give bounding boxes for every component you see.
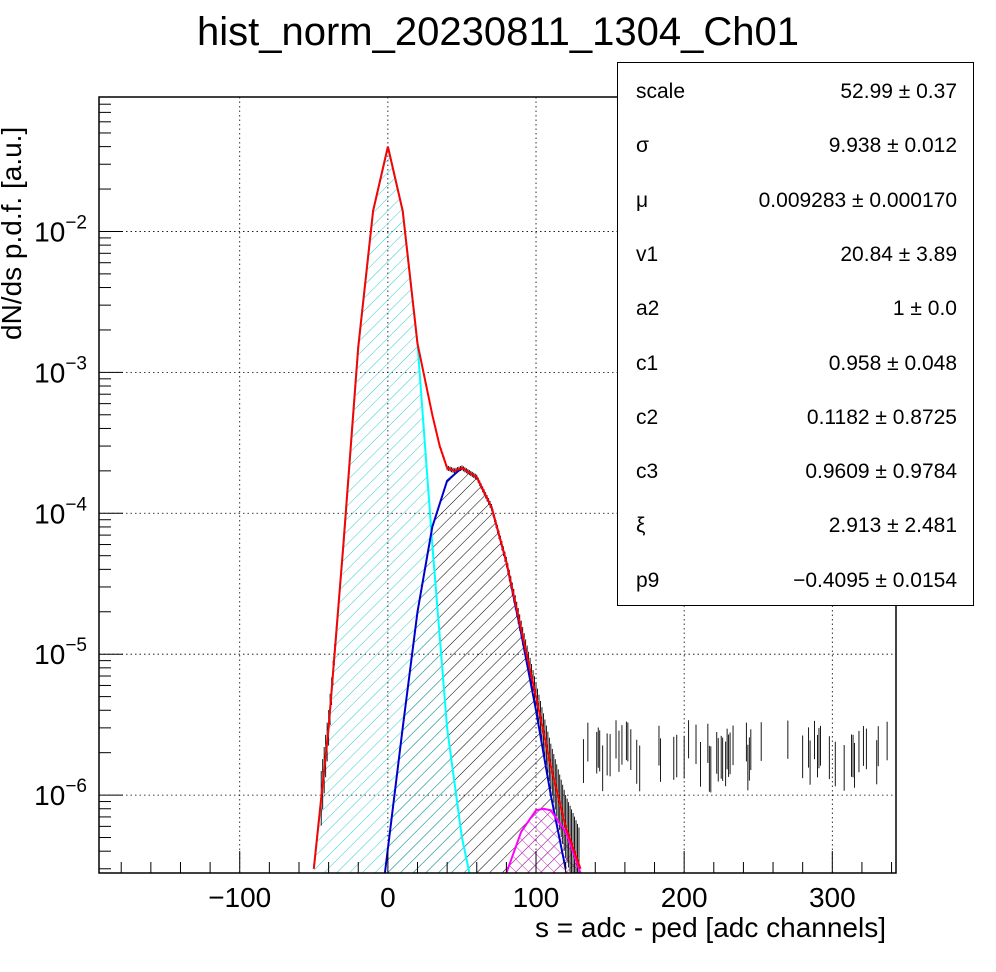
stat-name: c3 <box>636 460 659 484</box>
stat-value: 2.913 ± 2.481 <box>828 514 957 538</box>
stat-row: v1 20.84 ± 3.89 <box>618 243 973 273</box>
x-axis-label: s = adc - ped [adc channels] <box>535 912 886 943</box>
fit-stats-box: scale 52.99 ± 0.37 σ 9.938 ± 0.012 μ 0.009283… <box>617 62 974 606</box>
fit-curves <box>312 146 582 873</box>
stat-name: σ <box>636 134 649 158</box>
stat-name: a2 <box>636 297 660 321</box>
stat-name: p9 <box>636 568 660 592</box>
stat-row: c3 0.9609 ± 0.9784 <box>618 460 973 490</box>
stat-value: 20.84 ± 3.89 <box>840 242 957 266</box>
stat-row: c1 0.958 ± 0.048 <box>618 352 973 382</box>
x-tick-label: 200 <box>661 882 708 913</box>
axis-ticks <box>99 96 893 873</box>
stat-name: ξ <box>636 514 646 538</box>
y-axis-label: dN/ds p.d.f. [a.u.] <box>0 126 27 340</box>
y-tick-label: 10−6 <box>34 776 87 811</box>
stat-row: μ 0.009283 ± 0.000170 <box>618 189 973 219</box>
cyan-component-hatch <box>313 146 470 873</box>
magenta-component-curve <box>505 807 582 873</box>
x-tick-label: 300 <box>809 882 856 913</box>
axis-tick-labels: −100 0 100 200 300 10−6 10−5 10−4 10−3 10−2 <box>34 212 855 913</box>
hatched-regions <box>313 146 581 873</box>
stat-value: 0.1182 ± 0.8725 <box>806 405 957 429</box>
x-tick-label: 100 <box>513 882 560 913</box>
y-tick-label: 10−4 <box>34 494 87 529</box>
stat-name: scale <box>636 80 686 103</box>
stat-value: 52.99 ± 0.37 <box>840 80 957 103</box>
stat-name: μ <box>636 188 649 212</box>
stat-name: c2 <box>636 405 659 429</box>
stat-row: ξ 2.913 ± 2.481 <box>618 514 973 544</box>
stat-row: c2 0.1182 ± 0.8725 <box>618 406 973 436</box>
y-tick-label: 10−2 <box>34 212 87 247</box>
total-fit-curve <box>312 146 582 870</box>
x-tick-label: −100 <box>208 882 271 913</box>
stat-name: v1 <box>636 242 659 266</box>
y-tick-label: 10−5 <box>34 635 87 670</box>
y-tick-label: 10−3 <box>34 353 87 388</box>
magenta-component-crosshatch <box>506 808 581 873</box>
stat-name: c1 <box>636 351 659 375</box>
stat-row: scale 52.99 ± 0.37 <box>618 80 973 110</box>
stat-value: 0.009283 ± 0.000170 <box>758 188 957 212</box>
stat-value: 9.938 ± 0.012 <box>828 134 957 158</box>
stat-row: p9 −0.4095 ± 0.0154 <box>618 569 973 599</box>
stat-value: 1 ± 0.0 <box>892 297 957 321</box>
chart-title: hist_norm_20230811_1304_Ch01 <box>197 10 799 54</box>
stat-row: σ 9.938 ± 0.012 <box>618 134 973 164</box>
stat-value: 0.9609 ± 0.9784 <box>805 460 957 484</box>
stat-value: −0.4095 ± 0.0154 <box>793 568 957 592</box>
stat-value: 0.958 ± 0.048 <box>828 351 957 375</box>
stat-row: a2 1 ± 0.0 <box>618 297 973 327</box>
x-tick-label: 0 <box>380 882 396 913</box>
